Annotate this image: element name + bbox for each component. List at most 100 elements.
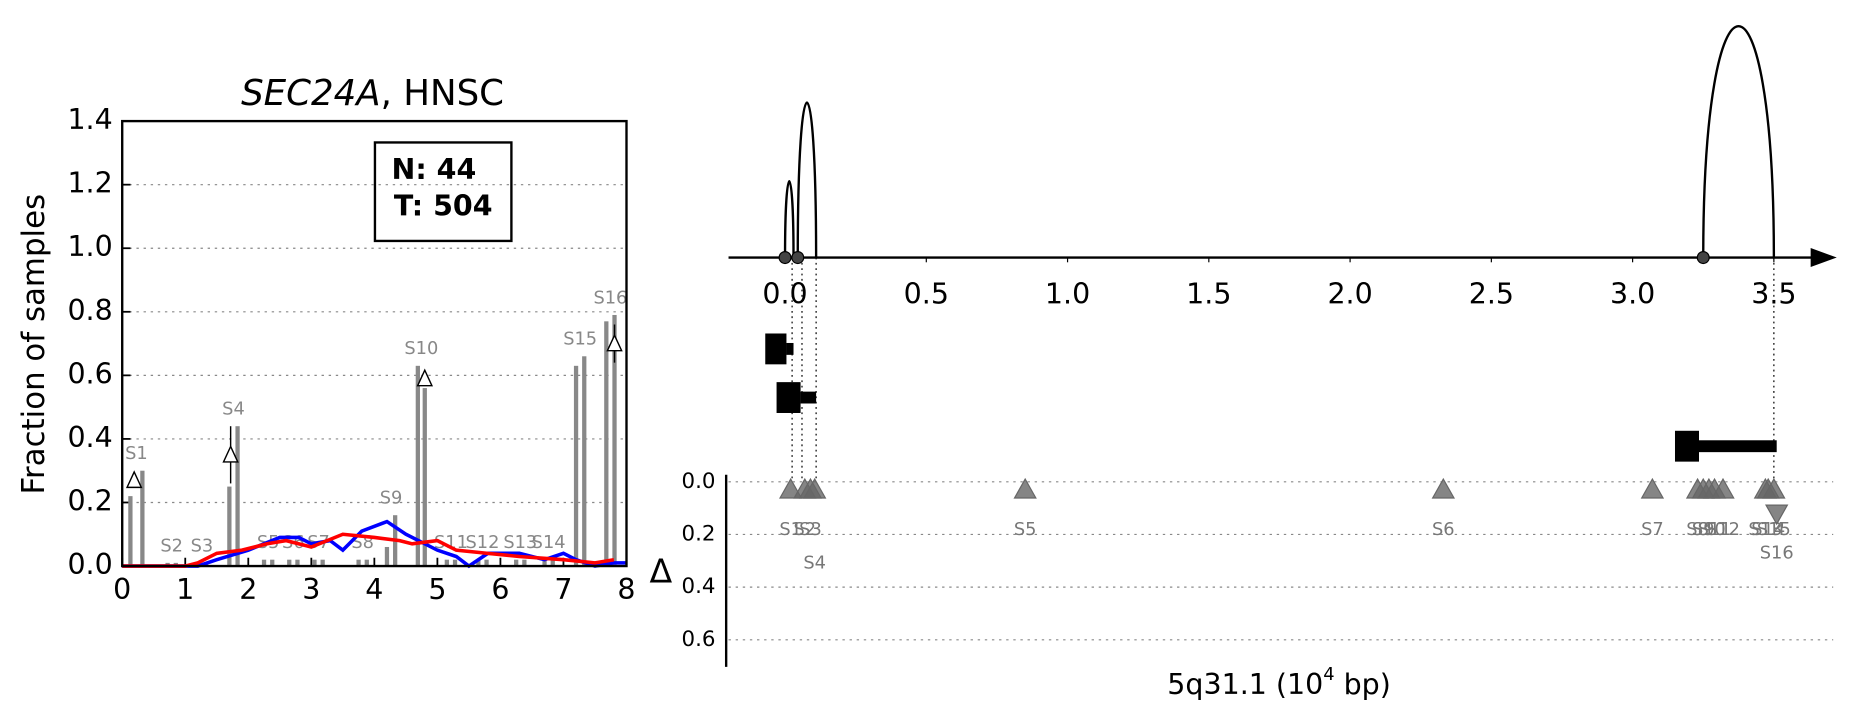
bar [542, 559, 547, 567]
segment-label: S13 [503, 532, 537, 553]
bar [422, 388, 427, 567]
bar [356, 559, 361, 567]
bar [128, 496, 133, 567]
delta-marker [1765, 504, 1789, 526]
bar [484, 559, 489, 567]
x-label-exponent: 4 [1323, 664, 1334, 685]
legend-entry: N: 44 [392, 153, 477, 186]
point-label: S6 [1432, 519, 1455, 540]
segment-label: S1 [125, 443, 148, 464]
transcript-line [786, 342, 794, 355]
transcript-line [1699, 440, 1777, 453]
y-tick-label: 0.2 [67, 484, 112, 517]
delta-marker [1431, 477, 1456, 499]
arc [1702, 25, 1776, 258]
delta-marker [1013, 477, 1037, 499]
segment-label: S3 [191, 535, 214, 556]
bar [235, 426, 240, 567]
segment-label: S14 [532, 532, 566, 553]
delta-marker [1640, 477, 1665, 499]
exon [1674, 430, 1700, 462]
bar [573, 365, 579, 567]
y-tick-label: 1.0 [67, 230, 112, 263]
line [122, 532, 615, 568]
segment-label: S15 [563, 329, 597, 350]
gene-name: SEC24A [241, 73, 381, 114]
bar [476, 559, 481, 567]
point-label: S7 [1641, 519, 1664, 540]
y-tick-label: 0.2 [682, 521, 716, 546]
point-label: S9 [1692, 519, 1715, 540]
bar [320, 559, 325, 567]
x-tick-label: 3.5 [1751, 278, 1796, 311]
x-label-part: bp) [1335, 668, 1391, 701]
x-tick-label: 2.0 [1327, 278, 1372, 311]
y-tick-label: 1.2 [67, 167, 112, 200]
x-tick-label: 0.5 [904, 278, 949, 311]
x-tick-label: 3.0 [1610, 278, 1655, 311]
bar [270, 559, 275, 567]
x-tick-label: 7 [554, 573, 572, 606]
bar [522, 559, 527, 567]
bar [261, 559, 267, 567]
point-label: S2 [794, 519, 817, 540]
point-label: S11 [1698, 519, 1732, 540]
site [1696, 251, 1710, 265]
point-label: S8 [1686, 519, 1709, 540]
plot-frame [121, 119, 628, 568]
y-axis-label: Δ [650, 552, 673, 591]
bar [295, 559, 300, 567]
point-label: S4 [803, 552, 826, 573]
y-tick-label: 0.0 [67, 548, 112, 581]
y-axis-label: Fraction of samples [16, 194, 52, 495]
segment-label: S9 [380, 488, 403, 509]
cohort: , HNSC [381, 73, 504, 114]
x-tick-label: 2 [239, 573, 257, 606]
x-tick-label: 1 [176, 573, 194, 606]
x-tick-label: 8 [617, 573, 635, 606]
legend-box [373, 141, 513, 243]
exon [776, 382, 801, 413]
bar [140, 470, 145, 567]
y-tick-label: 0.6 [67, 357, 112, 390]
exon [765, 333, 787, 365]
y-tick-label: 0.4 [682, 574, 716, 599]
point-label: S5 [1014, 519, 1037, 540]
x-label-part: 5q31.1 (10 [1167, 668, 1323, 701]
bar [582, 356, 587, 567]
y-tick-label: 0.8 [67, 294, 112, 327]
bar [514, 559, 519, 567]
y-tick-label: 1.4 [67, 103, 112, 136]
transcript-line [800, 391, 817, 404]
delta-marker [778, 477, 803, 499]
x-tick-label: 0 [113, 573, 131, 606]
bar [384, 546, 390, 567]
marker [125, 470, 143, 489]
x-tick-label: 2.5 [1469, 278, 1514, 311]
x-tick-label: 1.5 [1186, 278, 1231, 311]
x-tick-label: 3 [302, 573, 320, 606]
segment-label: S4 [222, 399, 245, 420]
delta-marker [1762, 477, 1786, 499]
y-tick-label: 0.6 [682, 627, 716, 652]
x-tick-label: 5 [428, 573, 446, 606]
point-label: S12 [1706, 519, 1740, 540]
line [122, 519, 627, 569]
x-axis-label: 5q31.1 (104 bp) [1167, 664, 1391, 701]
segment-label: S10 [404, 338, 438, 359]
bar [364, 559, 369, 567]
bar [550, 559, 555, 567]
legend-entry: T: 504 [394, 190, 493, 223]
arc [796, 101, 818, 258]
point-label: S15 [1757, 519, 1791, 540]
y-tick-label: 0.4 [67, 421, 112, 454]
bar [415, 365, 420, 567]
bar [287, 559, 292, 567]
x-tick-label: 1.0 [1045, 278, 1090, 311]
arc [783, 180, 795, 258]
site [791, 251, 805, 265]
delta-marker [803, 477, 827, 499]
delta-marker [1711, 477, 1735, 499]
